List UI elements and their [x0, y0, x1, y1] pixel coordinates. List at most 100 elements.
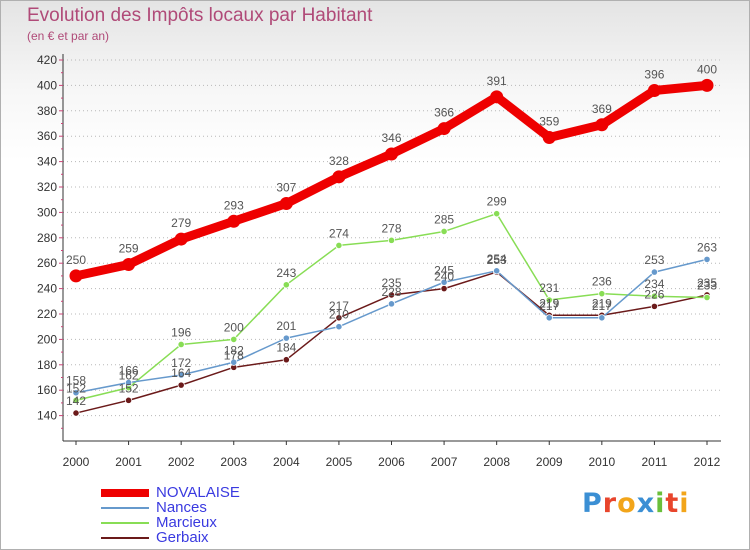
data-label: 240	[434, 270, 454, 284]
data-label: 152	[119, 381, 139, 395]
data-point	[174, 232, 188, 246]
y-tick-label: 280	[37, 231, 57, 245]
x-tick-label: 2005	[326, 455, 353, 469]
data-point	[122, 257, 136, 271]
x-tick-label: 2010	[588, 455, 615, 469]
legend-label: Marcieux	[156, 514, 217, 531]
series-nances	[72, 255, 711, 397]
data-point	[650, 292, 659, 300]
legend-label: NOVALAISE	[156, 484, 240, 501]
data-point	[493, 210, 501, 218]
x-tick-label: 2007	[431, 455, 458, 469]
y-tick-label: 360	[37, 129, 57, 143]
data-point	[647, 83, 661, 97]
data-point	[650, 268, 659, 276]
data-point	[490, 90, 504, 104]
legend-swatch	[101, 507, 149, 509]
data-label: 219	[592, 296, 612, 310]
data-label: 142	[66, 394, 86, 408]
y-tick-label: 400	[37, 78, 57, 92]
data-point	[545, 296, 553, 304]
y-tick-label: 200	[37, 332, 57, 346]
brand-letter: t	[665, 488, 680, 519]
data-label: 259	[119, 241, 139, 255]
data-label: 162	[119, 369, 139, 383]
data-point	[335, 323, 343, 331]
data-point	[493, 267, 501, 275]
legend-swatch	[101, 489, 149, 497]
brand-letter: x	[636, 488, 656, 519]
grid-lines	[63, 59, 721, 417]
brand-letter: i	[655, 488, 666, 519]
data-label: 274	[329, 226, 349, 240]
data-label: 219	[539, 296, 559, 310]
data-label: 201	[276, 319, 296, 333]
data-label: 182	[224, 343, 244, 357]
brand-letter: r	[602, 488, 618, 519]
data-label: 369	[592, 102, 612, 116]
data-label: 235	[381, 276, 401, 290]
y-tick-label: 320	[37, 180, 57, 194]
data-label: 359	[539, 114, 559, 128]
data-label: 253	[644, 253, 664, 267]
data-point	[177, 381, 185, 389]
y-tick-label: 260	[37, 256, 57, 270]
data-label: 346	[381, 131, 401, 145]
data-point	[437, 122, 451, 136]
data-label: 217	[329, 299, 349, 313]
data-point	[542, 130, 556, 144]
legend-swatch	[101, 522, 149, 524]
data-point	[177, 371, 185, 379]
legend-swatch	[101, 537, 149, 539]
data-label: 217	[539, 299, 559, 313]
y-tick-label: 420	[37, 53, 57, 67]
x-tick-label: 2006	[378, 455, 405, 469]
y-tick-label: 240	[37, 282, 57, 296]
data-label: 285	[434, 212, 454, 226]
data-point	[279, 197, 293, 211]
data-point	[282, 334, 290, 342]
data-point	[387, 291, 396, 299]
data-label: 245	[434, 263, 454, 277]
data-point	[598, 314, 606, 322]
data-label: 396	[644, 67, 664, 81]
x-tick-label: 2000	[63, 455, 90, 469]
series-marcieux	[72, 210, 711, 404]
data-label: 228	[381, 285, 401, 299]
data-label: 200	[224, 320, 244, 334]
y-tick-label: 220	[37, 307, 57, 321]
y-tick-label: 300	[37, 205, 57, 219]
data-point	[230, 358, 238, 366]
data-point	[72, 396, 80, 404]
y-tick-label: 140	[37, 409, 57, 423]
x-tick-label: 2009	[536, 455, 563, 469]
data-point	[335, 241, 343, 250]
x-tick-label: 2011	[642, 455, 668, 469]
data-label: 196	[171, 325, 191, 339]
x-ticks: 2000 2001 2002 2003 2004 2005 2006 2007 2008 2009…	[63, 441, 721, 469]
y-tick-label: 180	[37, 358, 57, 372]
data-label: 400	[697, 62, 717, 76]
data-point	[282, 281, 290, 289]
data-label: 279	[171, 216, 191, 230]
data-label: 391	[487, 74, 507, 88]
data-label: 226	[644, 287, 664, 301]
data-point	[387, 236, 396, 244]
data-point	[332, 170, 346, 184]
x-tick-label: 2012	[694, 455, 721, 469]
data-label: 231	[539, 281, 559, 295]
data-label: 236	[592, 275, 612, 289]
data-point	[440, 284, 448, 293]
y-ticks: 140 160 180 200 220 240 260 280 300 320 340 360 380 4…	[37, 53, 63, 429]
brand-letter: P	[582, 488, 603, 519]
brand-logo: Proxiti	[582, 488, 690, 519]
x-tick-label: 2008	[483, 455, 510, 469]
data-point	[440, 227, 448, 236]
x-tick-label: 2003	[220, 455, 247, 469]
data-label: 166	[119, 364, 139, 378]
data-label: 299	[487, 195, 507, 209]
data-labels: 250 259 279 293 307 328 346 366 391 359 369 396 400 1…	[66, 62, 717, 408]
data-label: 158	[66, 374, 86, 388]
data-label: 243	[276, 266, 296, 280]
